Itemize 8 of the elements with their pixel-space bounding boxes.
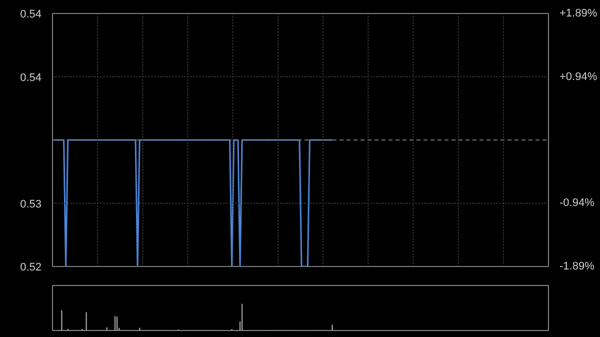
y2-tick-label: +1.89% (560, 8, 598, 20)
y-tick-label: 0.54 (20, 72, 42, 84)
y2-tick-label: -0.94% (560, 196, 595, 209)
y-tick-label: 0.52 (20, 262, 42, 274)
y2-tick-label: +0.94% (560, 71, 598, 84)
y-tick-label: 0.54 (20, 8, 42, 20)
y-tick-label: 0.53 (20, 198, 42, 210)
y2-tick-label: -1.89% (560, 260, 595, 272)
